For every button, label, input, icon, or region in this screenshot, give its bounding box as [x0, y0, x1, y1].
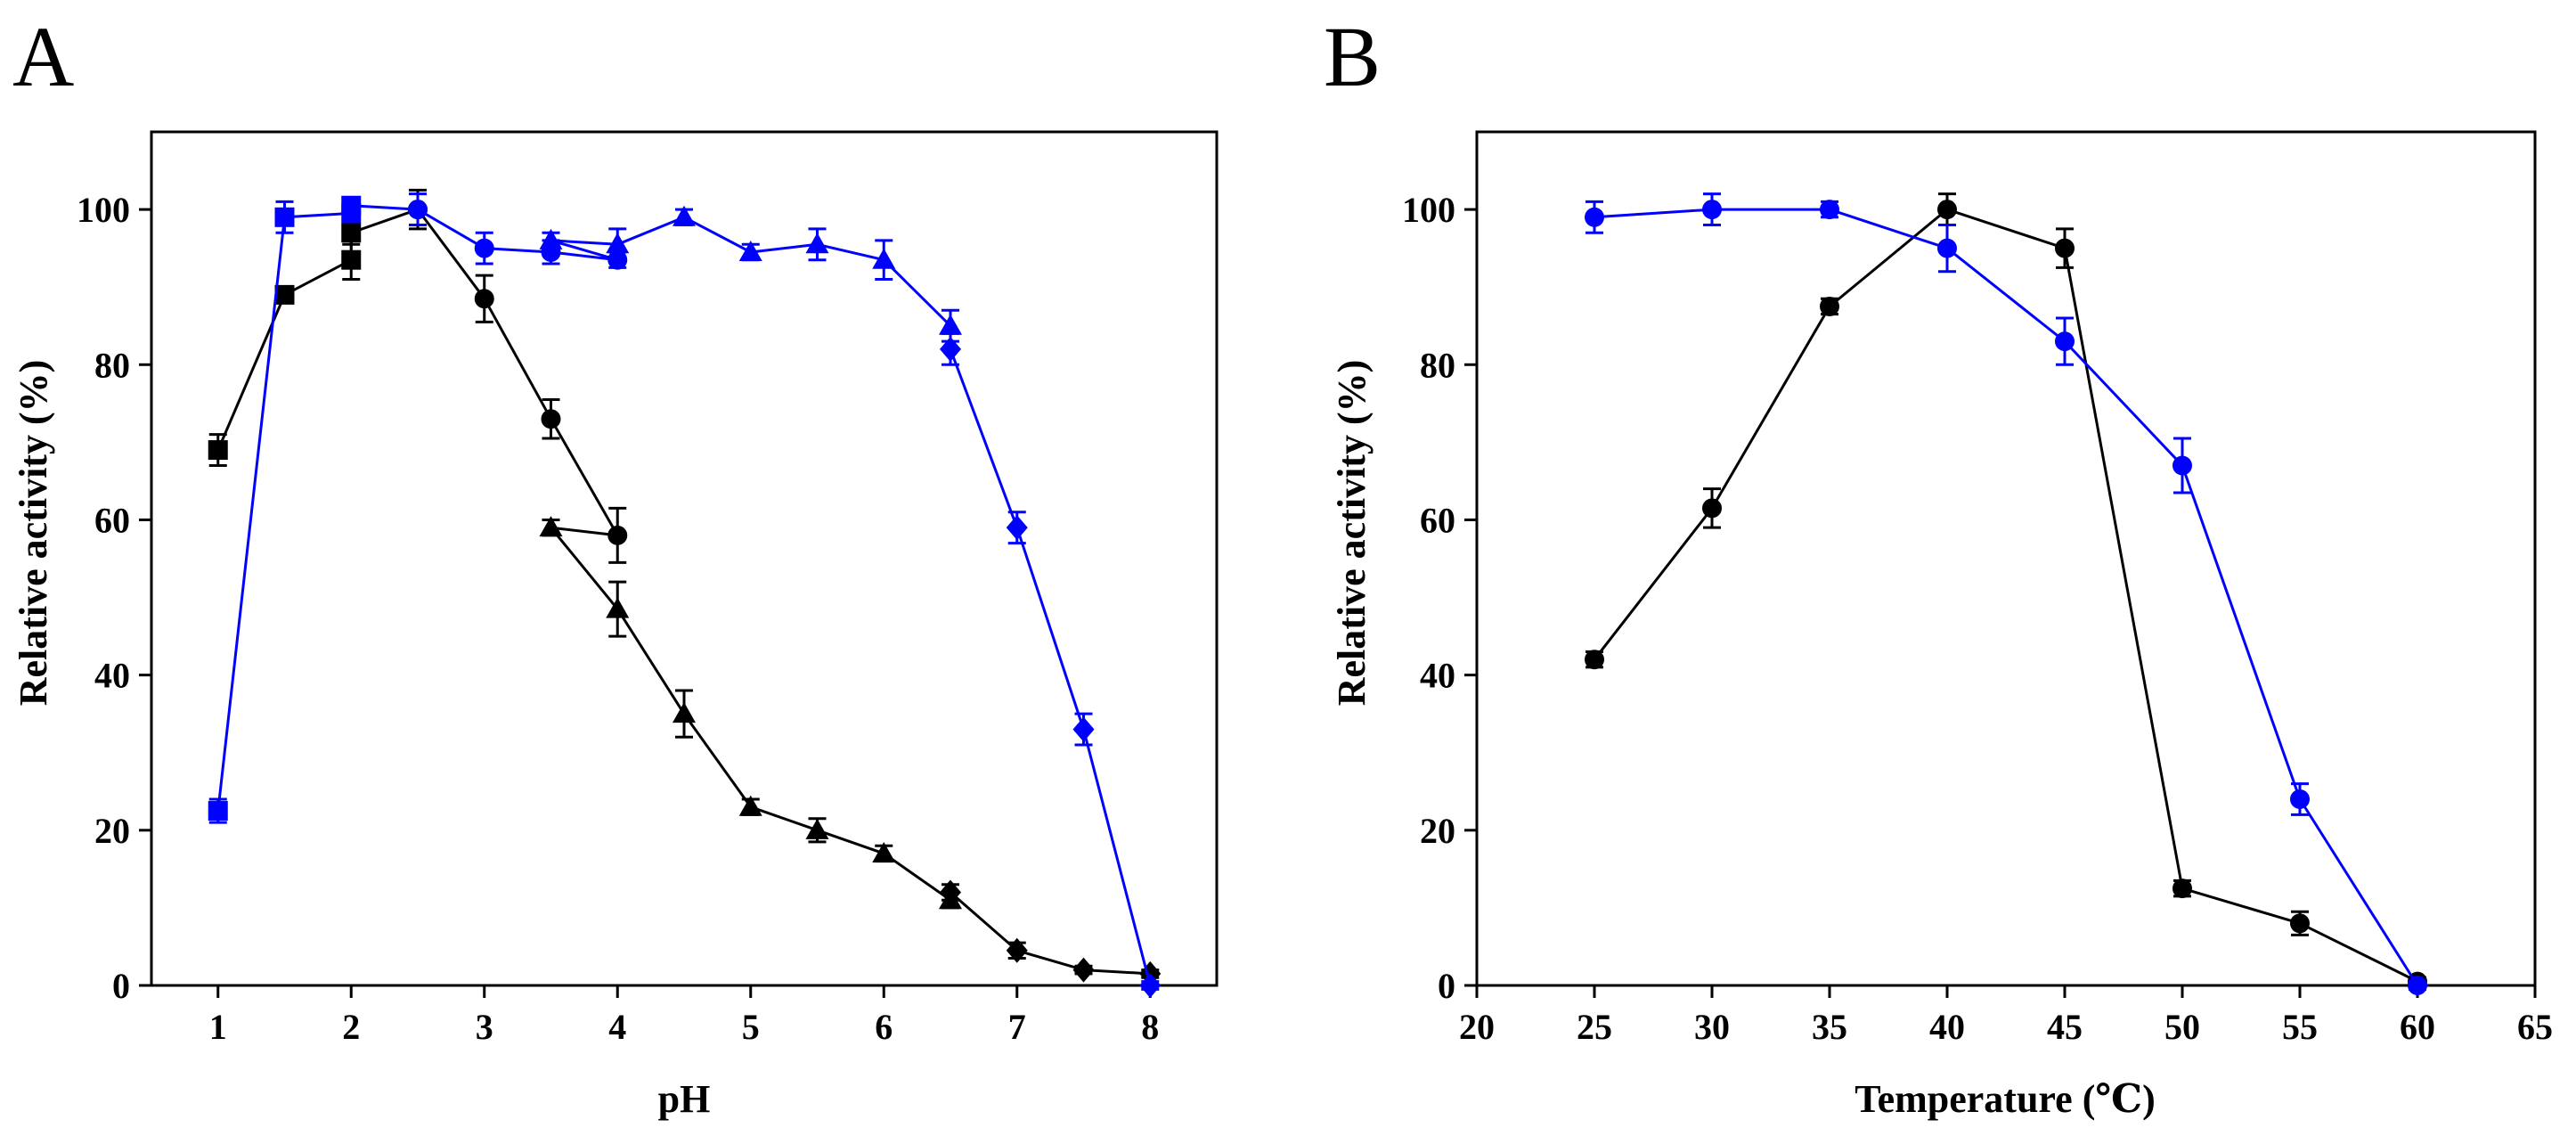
- panel-a-y-tick-label: 80: [94, 345, 130, 385]
- panel-a-y-tick-label: 20: [94, 811, 130, 851]
- panel-b-series-black: [1585, 192, 2427, 992]
- panel-b-y-tick-label: 60: [1420, 500, 1455, 540]
- panel-a-y-axis-title: Relative activity (%): [12, 360, 55, 707]
- panel-b-x-tick-label: 30: [1694, 1007, 1730, 1047]
- panel-a-data-point: [673, 205, 696, 226]
- panel-b-data-point: [1702, 200, 1722, 220]
- panel-a-data-point: [341, 223, 362, 243]
- panel-a: A pH Relative activity (%) 1 2 3 4 5 6 7 802040…: [12, 9, 1219, 1121]
- panel-b-x-tick-label: 55: [2282, 1007, 2318, 1047]
- panel-a-data-point: [208, 801, 228, 821]
- panel-b-x-tick-label: 40: [1929, 1007, 1965, 1047]
- panel-b: B Temperature (℃) Relative activity (%) …: [1324, 9, 2553, 1121]
- panel-a-data-point: [1006, 515, 1028, 541]
- panel-b-series-blue: [1585, 192, 2427, 995]
- panel-b-data-point: [1585, 650, 1604, 670]
- panel-a-series-blue-line: [216, 204, 1152, 986]
- panel-b-x-tick-label: 65: [2517, 1007, 2553, 1047]
- panel-b-y-tick-label: 100: [1402, 190, 1455, 230]
- panel-a-y-tick-label: 60: [94, 500, 130, 540]
- panel-a-y-tick-label: 100: [77, 190, 130, 230]
- panel-a-x-axis-title: pH: [658, 1077, 711, 1121]
- panel-b-data-point: [1585, 207, 1604, 227]
- panel-a-y-tick-label: 0: [112, 966, 130, 1006]
- panel-a-x-tick-label: 7: [1008, 1007, 1026, 1047]
- panel-b-y-tick-label: 40: [1420, 656, 1455, 696]
- panel-a-data-point: [474, 238, 494, 258]
- panel-a-data-point: [805, 233, 829, 254]
- panel-b-data-point: [2172, 455, 2192, 476]
- panel-a-series-black: [208, 188, 1162, 986]
- panel-a-x-tick-label: 6: [875, 1007, 893, 1047]
- panel-a-data-point: [805, 818, 829, 839]
- panel-b-plot-frame: [1475, 130, 2537, 987]
- panel-a-series-blue: [208, 192, 1162, 998]
- panel-a-x-tick-label: 4: [608, 1007, 626, 1047]
- panel-a-data-point: [738, 240, 762, 261]
- panel-a-data-point: [541, 409, 561, 429]
- panel-b-y-tick-label: 0: [1438, 966, 1455, 1006]
- panel-a-data-point: [1072, 957, 1095, 983]
- panel-a-data-point: [474, 289, 494, 309]
- panel-b-data-point: [1702, 498, 1722, 519]
- panel-a-x-tick-label: 2: [342, 1007, 360, 1047]
- panel-a-data-point: [738, 795, 762, 816]
- panel-a-data-point: [606, 233, 630, 254]
- panel-b-data-point: [1820, 296, 1839, 316]
- panel-b-letter: B: [1324, 9, 1381, 104]
- panel-a-data-point: [1139, 973, 1162, 998]
- panel-a-y-tick-label: 40: [94, 656, 130, 696]
- panel-b-x-tick-label: 50: [2164, 1007, 2200, 1047]
- panel-a-data-point: [673, 702, 696, 723]
- panel-a-data-point: [341, 249, 362, 270]
- panel-b-data-point: [2172, 879, 2192, 899]
- panel-b-series-black-line: [1593, 208, 2418, 983]
- panel-a-data-point: [539, 516, 563, 537]
- panel-b-data-point: [2290, 789, 2310, 809]
- panel-a-series-black-line: [216, 208, 1151, 976]
- panel-b-y-tick-label: 20: [1420, 811, 1455, 851]
- panel-b-x-tick-label: 35: [1812, 1007, 1847, 1047]
- panel-b-data-point: [2055, 238, 2075, 258]
- panel-a-data-point: [939, 314, 962, 335]
- panel-b-x-tick-label: 20: [1459, 1007, 1495, 1047]
- panel-a-letter: A: [12, 9, 74, 104]
- panel-b-x-tick-label: 25: [1577, 1007, 1612, 1047]
- panel-a-x-tick-label: 8: [1141, 1007, 1159, 1047]
- panel-b-data-point: [2290, 913, 2310, 934]
- panel-a-data-point: [1006, 937, 1028, 963]
- panel-a-data-point: [208, 440, 228, 461]
- panel-a-data-point: [940, 336, 961, 362]
- panel-a-data-point: [341, 195, 362, 216]
- panel-b-data-point: [2055, 331, 2075, 352]
- panel-a-data-point: [872, 841, 896, 862]
- panel-b-series-blue-line: [1594, 208, 2419, 986]
- panel-a-x-tick-label: 1: [209, 1007, 227, 1047]
- panel-b-data-point: [1937, 200, 1957, 220]
- panel-a-data-point: [1072, 716, 1095, 742]
- panel-a-plot-frame: [150, 130, 1219, 987]
- panel-a-data-point: [539, 228, 563, 249]
- panel-b-data-point: [1820, 200, 1839, 220]
- panel-b-data-point: [2408, 976, 2427, 995]
- panel-a-data-point: [940, 879, 961, 905]
- panel-a-data-point: [274, 207, 295, 227]
- panel-b-y-axis-title: Relative activity (%): [1330, 360, 1374, 707]
- panel-b-x-tick-label: 60: [2400, 1007, 2435, 1047]
- panel-a-x-tick-label: 5: [742, 1007, 760, 1047]
- panel-a-data-point: [274, 284, 295, 305]
- panel-a-data-point: [606, 597, 630, 618]
- panel-b-x-tick-label: 45: [2047, 1007, 2083, 1047]
- panel-b-data-point: [1937, 238, 1957, 258]
- panel-b-y-tick-label: 80: [1420, 345, 1455, 385]
- panel-a-data-point: [408, 200, 428, 220]
- panel-a-data-point: [607, 525, 628, 545]
- panel-a-data-point: [872, 248, 896, 269]
- panel-b-x-axis-title: Temperature (℃): [1855, 1077, 2155, 1121]
- panel-a-x-tick-label: 3: [476, 1007, 493, 1047]
